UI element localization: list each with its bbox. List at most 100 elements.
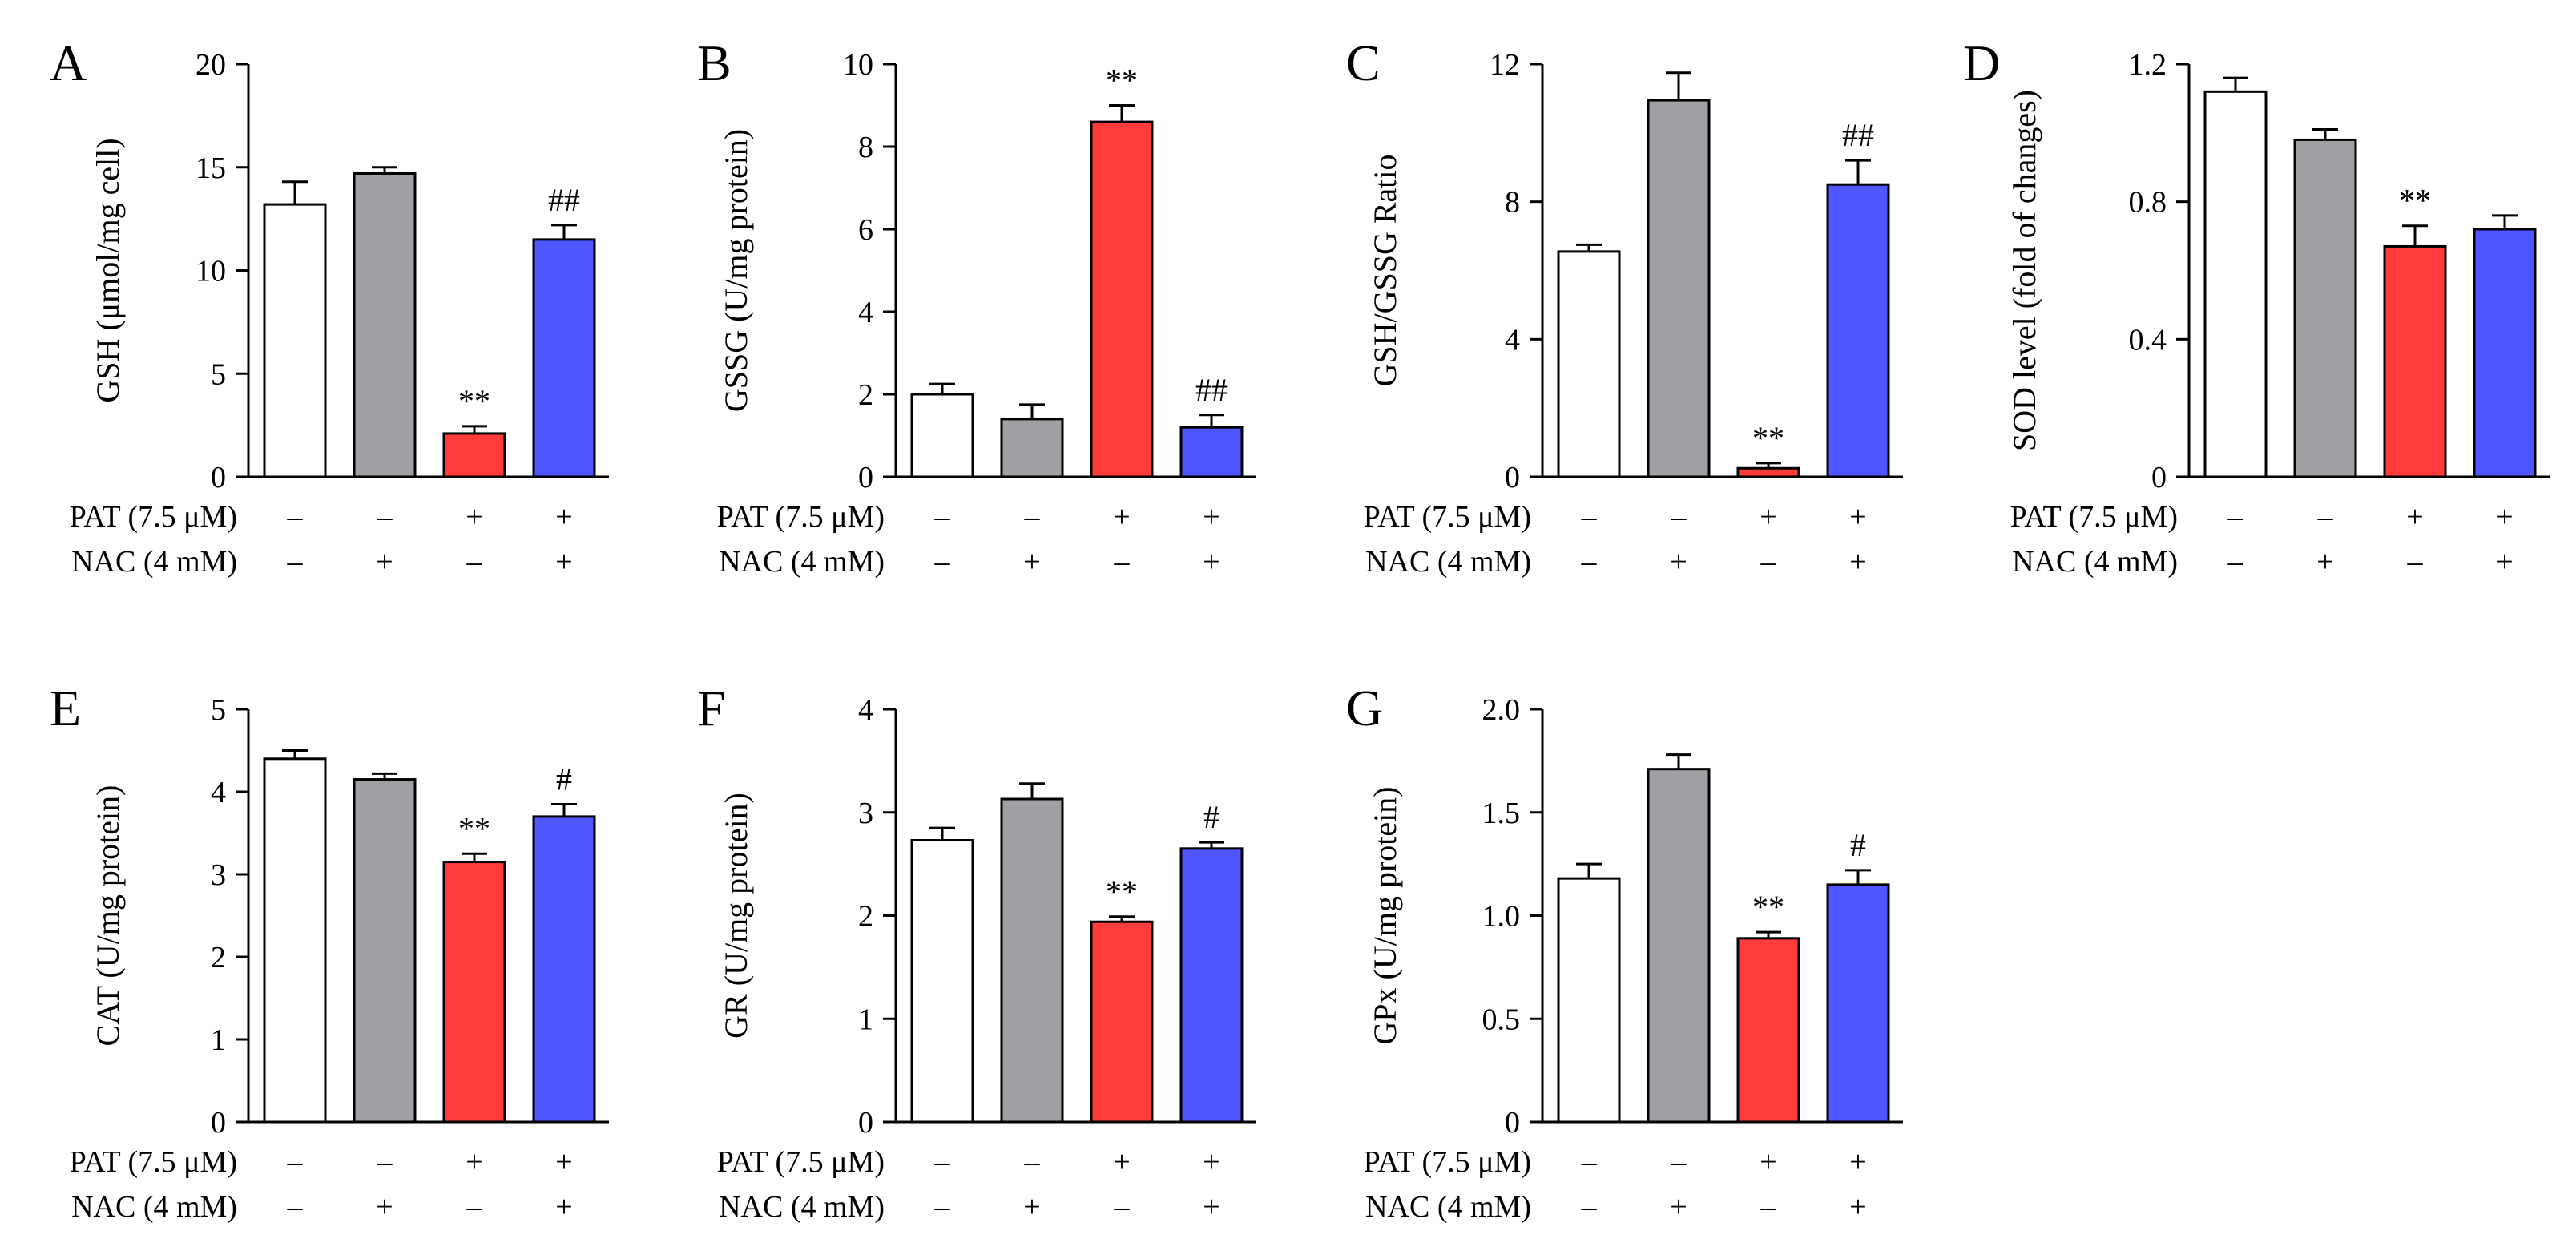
bar (263, 757, 327, 1124)
nac-condition-label: NAC (4 mM) (1365, 1190, 1531, 1224)
y-tick-label: 4 (1505, 323, 1520, 357)
y-tick-label: 20 (196, 48, 226, 82)
nac-sign: – (1581, 545, 1598, 579)
bar (1179, 426, 1244, 478)
bar (1090, 120, 1154, 478)
chart-panel-b: B 0 2 4 6 8 10 GSSG (U/mg protein) ** ## PAT (7.5 … (697, 34, 1256, 579)
pat-sign: + (2496, 500, 2513, 534)
pat-sign: – (2317, 500, 2334, 534)
bar (1090, 920, 1154, 1124)
y-tick-label: 12 (1490, 48, 1520, 82)
pat-sign: + (2406, 500, 2423, 534)
y-tick-label: 8 (1505, 186, 1520, 220)
pat-sign: – (377, 1145, 393, 1179)
nac-sign: + (1670, 1190, 1687, 1224)
bar (353, 778, 417, 1124)
bar (442, 861, 506, 1124)
nac-sign: – (1760, 1190, 1777, 1224)
nac-condition-label: NAC (4 mM) (719, 1190, 885, 1224)
nac-sign: – (1581, 1190, 1598, 1224)
bar (532, 815, 596, 1124)
y-tick-label: 0 (1505, 1106, 1520, 1140)
panel-letter: C (1346, 34, 1381, 91)
panel-letter: D (1963, 34, 2000, 91)
panel-letter: B (697, 34, 732, 91)
chart-panel-d: D 0 0.4 0.8 1.2 SOD level (fold of changes) **… (1963, 34, 2550, 579)
y-axis-label: SOD level (fold of changes) (2006, 90, 2042, 451)
significance-mark: # (1850, 827, 1866, 863)
bar (2293, 138, 2357, 478)
y-axis-label: GR (U/mg protein) (718, 793, 754, 1039)
bar (1647, 99, 1711, 478)
y-tick-label: 0 (858, 1106, 873, 1140)
y-axis-label: GPx (U/mg protein) (1367, 786, 1403, 1044)
pat-sign: – (934, 500, 951, 534)
pat-sign: + (1203, 500, 1219, 534)
nac-sign: + (1203, 545, 1219, 579)
nac-sign: + (376, 545, 393, 579)
chart-panel-e: E 0 1 2 3 4 5 CAT (U/mg protein) ** # PAT (7.5 μM)… (50, 680, 609, 1224)
pat-condition-label: PAT (7.5 μM) (717, 500, 885, 534)
bar (1000, 418, 1064, 478)
pat-sign: – (1581, 1145, 1598, 1179)
nac-condition-label: NAC (4 mM) (71, 545, 237, 579)
y-tick-label: 3 (858, 797, 873, 830)
nac-sign: – (287, 1190, 304, 1224)
y-tick-label: 2 (858, 378, 873, 412)
panel-letter: G (1346, 680, 1383, 736)
pat-condition-label: PAT (7.5 μM) (717, 1145, 885, 1179)
pat-sign: + (1849, 500, 1866, 534)
bar (1557, 250, 1621, 478)
nac-sign: + (1203, 1190, 1219, 1224)
pat-sign: + (1760, 500, 1776, 534)
panel-letter: A (50, 34, 87, 91)
y-tick-label: 0 (2151, 461, 2167, 494)
pat-sign: – (1581, 500, 1598, 534)
bar (1826, 183, 1890, 478)
bar (1000, 797, 1064, 1124)
bar (1557, 877, 1621, 1124)
nac-sign: – (466, 545, 483, 579)
y-tick-label: 0 (211, 461, 226, 494)
nac-condition-label: NAC (4 mM) (719, 545, 885, 579)
y-axis-label: GSH/GSSG Ratio (1367, 154, 1403, 386)
significance-mark: ** (1106, 63, 1138, 99)
nac-sign: – (287, 545, 304, 579)
y-tick-label: 8 (858, 131, 873, 164)
bar (2383, 244, 2447, 478)
pat-sign: – (287, 1145, 304, 1179)
pat-sign: + (1113, 1145, 1130, 1179)
nac-sign: + (2316, 545, 2333, 579)
pat-condition-label: PAT (7.5 μM) (70, 1145, 237, 1179)
pat-sign: + (1113, 500, 1130, 534)
significance-mark: ## (1842, 117, 1874, 153)
nac-sign: – (1114, 1190, 1131, 1224)
bar (1826, 883, 1890, 1124)
significance-mark: ** (1752, 420, 1784, 456)
nac-sign: + (2496, 545, 2513, 579)
y-tick-label: 1 (211, 1023, 226, 1057)
y-tick-label: 0.5 (1482, 1003, 1521, 1036)
significance-mark: # (1203, 799, 1219, 835)
bar (1179, 847, 1244, 1124)
pat-sign: – (287, 500, 304, 534)
nac-sign: – (1760, 545, 1777, 579)
significance-mark: ## (548, 182, 580, 218)
y-tick-label: 15 (196, 151, 226, 185)
pat-sign: + (1203, 1145, 1219, 1179)
pat-sign: + (555, 500, 572, 534)
nac-sign: – (2227, 545, 2244, 579)
bar (1736, 466, 1800, 478)
y-tick-label: 0 (858, 461, 873, 494)
y-tick-label: 1.0 (1482, 900, 1521, 934)
bar (2203, 90, 2268, 478)
y-tick-label: 1 (858, 1003, 873, 1036)
pat-sign: – (1024, 500, 1041, 534)
significance-mark: ** (1106, 874, 1138, 910)
y-tick-label: 4 (858, 693, 873, 727)
significance-mark: ** (458, 810, 490, 846)
bar (910, 393, 974, 478)
pat-sign: – (934, 1145, 951, 1179)
nac-condition-label: NAC (4 mM) (2012, 545, 2178, 579)
bar (532, 238, 596, 478)
